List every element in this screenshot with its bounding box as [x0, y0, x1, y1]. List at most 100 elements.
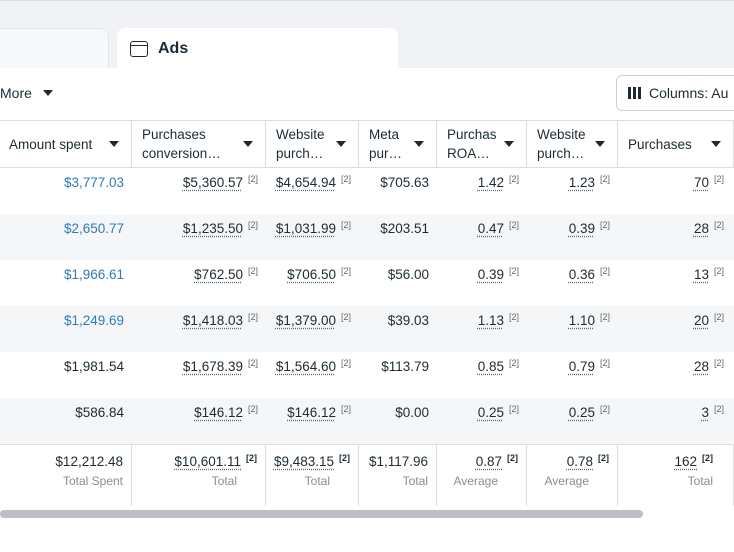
table-cell: 1.23 [2]	[527, 168, 618, 214]
footnote-marker: [2]	[340, 174, 351, 184]
footnote-marker: [2]	[340, 404, 351, 414]
table-cell: $4,654.94 [2]	[266, 168, 359, 214]
table-cell: $56.00	[359, 260, 437, 306]
column-header-website-purchase-roas[interactable]: Website purch…	[527, 121, 618, 167]
table-row[interactable]: $1,981.54 $1,678.39 [2] $1,564.60 [2] $113.79…	[0, 352, 734, 398]
footnote-marker: [2]	[340, 358, 351, 368]
cell-value: $5,360.57	[182, 175, 243, 190]
table-cell: 20 [2]	[618, 306, 734, 352]
total-cell: 0.78 [2] Average	[527, 445, 618, 506]
cell-value: $1,235.50	[182, 221, 243, 236]
column-header-amount-spent[interactable]: Amount spent	[0, 121, 132, 167]
cell-value: 20	[693, 313, 709, 328]
footnote-marker: [2]	[599, 404, 610, 414]
cell-value: $1,678.39	[182, 359, 243, 374]
footnote-marker: [2]	[247, 312, 258, 322]
total-cell: 162 [2] Total	[618, 445, 734, 506]
table-row[interactable]: $586.84 $146.12 [2] $146.12 [2] $0.00 0.25 [2] 0…	[0, 398, 734, 444]
table-cell: $762.50 [2]	[132, 260, 266, 306]
table-row[interactable]: $1,966.61 $762.50 [2] $706.50 [2] $56.00 0.39 […	[0, 260, 734, 306]
table-cell: $146.12 [2]	[266, 398, 359, 444]
column-header-purchase-roas[interactable]: Purchas ROA…	[437, 121, 527, 167]
cell-value: $203.51	[380, 221, 429, 236]
sort-caret-icon	[504, 141, 514, 147]
ad-window-icon	[130, 41, 148, 57]
table-cell: $5,360.57 [2]	[132, 168, 266, 214]
cell-value: $146.12	[194, 405, 243, 420]
cell-value[interactable]: $1,966.61	[63, 267, 124, 282]
table-cell: $706.50 [2]	[266, 260, 359, 306]
cell-value: $1,418.03	[182, 313, 243, 328]
tab-ads-label: Ads	[158, 40, 189, 57]
table-cell: $203.51	[359, 214, 437, 260]
sort-caret-icon	[336, 141, 346, 147]
footnote-marker: [2]	[247, 220, 258, 230]
toolbar: More Columns: Au	[0, 68, 734, 120]
columns-button[interactable]: Columns: Au	[616, 75, 734, 111]
cell-value[interactable]: $2,650.77	[63, 221, 124, 236]
tab-ad-sets[interactable]	[0, 28, 109, 69]
cell-value: $586.84	[75, 405, 124, 420]
cell-value: $0.00	[395, 405, 429, 420]
total-cell: $1,117.96 Total	[359, 445, 437, 506]
table-cell: $1,966.61	[0, 260, 132, 306]
cell-value: 13	[693, 267, 709, 282]
column-header-meta-purchases[interactable]: Meta pur…	[359, 121, 437, 167]
footnote-marker: [2]	[508, 404, 519, 414]
tab-bar: Ads	[0, 0, 734, 70]
footnote-marker: [2]	[599, 312, 610, 322]
table-cell: $1,418.03 [2]	[132, 306, 266, 352]
cell-value: 3	[701, 405, 709, 420]
tab-ads[interactable]: Ads	[117, 28, 398, 70]
table-cell: $2,650.77	[0, 214, 132, 260]
cell-value: $762.50	[194, 267, 243, 282]
table-body: $3,777.03 $5,360.57 [2] $4,654.94 [2] $705.63…	[0, 168, 734, 444]
cell-value: $1,031.99	[275, 221, 336, 236]
footnote-marker: [2]	[508, 312, 519, 322]
cell-value: $705.63	[380, 175, 429, 190]
cell-value: 28	[693, 221, 709, 236]
footnote-marker: [2]	[713, 266, 724, 276]
more-label: More	[0, 85, 32, 101]
horizontal-scrollbar[interactable]	[0, 510, 643, 518]
cell-value: $1,379.00	[275, 313, 336, 328]
table-row[interactable]: $1,249.69 $1,418.03 [2] $1,379.00 [2] $39.03 1…	[0, 306, 734, 352]
cell-value: 1.13	[477, 313, 504, 328]
total-cell: $12,212.48 Total Spent	[0, 445, 132, 506]
cell-value[interactable]: $1,249.69	[63, 313, 124, 328]
column-header-website-purchases[interactable]: Website purch…	[266, 121, 359, 167]
table-cell: 3 [2]	[618, 398, 734, 444]
sort-caret-icon	[109, 141, 119, 147]
column-header-purchases-conversion[interactable]: Purchases conversion…	[132, 121, 266, 167]
cell-value: 0.85	[477, 359, 504, 374]
table-cell: 1.42 [2]	[437, 168, 527, 214]
table-cell: $1,678.39 [2]	[132, 352, 266, 398]
table-cell: 0.25 [2]	[437, 398, 527, 444]
more-button[interactable]: More	[0, 83, 53, 103]
table-row[interactable]: $2,650.77 $1,235.50 [2] $1,031.99 [2] $203.51…	[0, 214, 734, 260]
cell-value: $1,981.54	[63, 359, 124, 374]
table-cell: 28 [2]	[618, 352, 734, 398]
footnote-marker: [2]	[508, 174, 519, 184]
table-cell: $1,249.69	[0, 306, 132, 352]
footnote-marker: [2]	[247, 174, 258, 184]
sort-caret-icon	[243, 141, 253, 147]
table-cell: $1,031.99 [2]	[266, 214, 359, 260]
table-cell: 1.10 [2]	[527, 306, 618, 352]
cell-value: 0.39	[477, 267, 504, 282]
cell-value: $39.03	[387, 313, 429, 328]
cell-value: 70	[693, 175, 709, 190]
table-row[interactable]: $3,777.03 $5,360.57 [2] $4,654.94 [2] $705.63…	[0, 168, 734, 214]
cell-value: 0.36	[568, 267, 595, 282]
footnote-marker: [2]	[247, 404, 258, 414]
columns-icon	[628, 87, 641, 99]
footnote-marker: [2]	[599, 358, 610, 368]
column-header-purchases[interactable]: Purchases	[618, 121, 734, 167]
cell-value[interactable]: $3,777.03	[63, 175, 124, 190]
cell-value: 0.47	[477, 221, 504, 236]
table-cell: 0.39 [2]	[437, 260, 527, 306]
footnote-marker: [2]	[599, 266, 610, 276]
footnote-marker: [2]	[340, 220, 351, 230]
table-cell: $586.84	[0, 398, 132, 444]
footnote-marker: [2]	[599, 174, 610, 184]
